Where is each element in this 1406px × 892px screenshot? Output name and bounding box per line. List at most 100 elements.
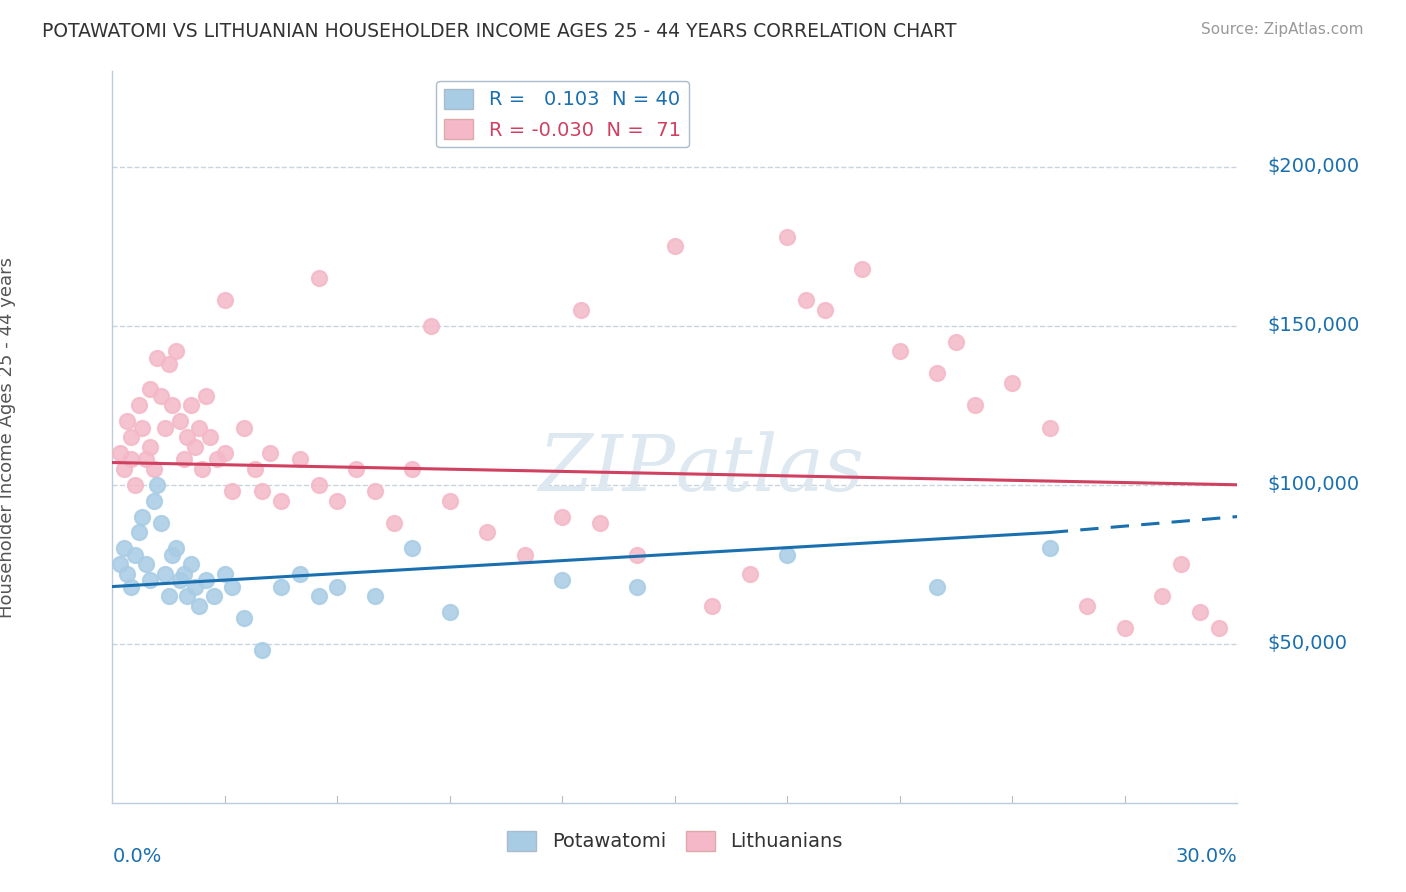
Point — [153, 420, 176, 434]
Point — [120, 452, 142, 467]
Point — [187, 420, 209, 434]
Point — [157, 589, 180, 603]
Point — [626, 548, 648, 562]
Point — [117, 414, 139, 428]
Point — [401, 462, 423, 476]
Point — [108, 446, 131, 460]
Point — [851, 261, 873, 276]
Point — [232, 611, 254, 625]
Point — [157, 357, 180, 371]
Point — [150, 516, 173, 530]
Point — [551, 573, 574, 587]
Point — [176, 589, 198, 603]
Point — [173, 566, 195, 581]
Text: atlas: atlas — [675, 431, 863, 507]
Point — [776, 229, 799, 244]
Text: Householder Income Ages 25 - 44 years: Householder Income Ages 25 - 44 years — [0, 257, 17, 617]
Point — [1208, 621, 1230, 635]
Point — [626, 580, 648, 594]
Text: $200,000: $200,000 — [1267, 157, 1360, 177]
Point — [1170, 558, 1192, 572]
Point — [794, 293, 817, 308]
Point — [1114, 621, 1136, 635]
Point — [131, 509, 153, 524]
Point — [344, 462, 367, 476]
Point — [187, 599, 209, 613]
Point — [124, 477, 146, 491]
Point — [1188, 605, 1211, 619]
Point — [207, 452, 229, 467]
Point — [221, 484, 243, 499]
Point — [142, 493, 165, 508]
Point — [259, 446, 281, 460]
Point — [252, 484, 274, 499]
Point — [288, 566, 311, 581]
Point — [513, 548, 536, 562]
Point — [232, 420, 254, 434]
Point — [180, 558, 202, 572]
Point — [112, 462, 135, 476]
Point — [243, 462, 266, 476]
Point — [288, 452, 311, 467]
Point — [184, 440, 207, 454]
Text: $100,000: $100,000 — [1267, 475, 1360, 494]
Point — [214, 446, 236, 460]
Point — [162, 398, 184, 412]
Point — [1039, 420, 1062, 434]
Point — [135, 558, 157, 572]
Text: 30.0%: 30.0% — [1175, 847, 1237, 866]
Point — [128, 398, 150, 412]
Point — [108, 558, 131, 572]
Point — [221, 580, 243, 594]
Point — [128, 525, 150, 540]
Point — [146, 351, 169, 365]
Point — [214, 293, 236, 308]
Point — [120, 430, 142, 444]
Point — [589, 516, 612, 530]
Point — [326, 580, 349, 594]
Text: POTAWATOMI VS LITHUANIAN HOUSEHOLDER INCOME AGES 25 - 44 YEARS CORRELATION CHART: POTAWATOMI VS LITHUANIAN HOUSEHOLDER INC… — [42, 22, 956, 41]
Point — [814, 302, 837, 317]
Point — [664, 239, 686, 253]
Point — [195, 389, 218, 403]
Point — [1039, 541, 1062, 556]
Point — [202, 589, 225, 603]
Text: $150,000: $150,000 — [1267, 317, 1360, 335]
Point — [214, 566, 236, 581]
Point — [308, 589, 330, 603]
Point — [401, 541, 423, 556]
Point — [439, 605, 461, 619]
Text: ZIP: ZIP — [537, 431, 675, 507]
Point — [738, 566, 761, 581]
Point — [927, 367, 949, 381]
Point — [382, 516, 405, 530]
Point — [420, 318, 443, 333]
Point — [195, 573, 218, 587]
Point — [180, 398, 202, 412]
Point — [169, 414, 191, 428]
Point — [191, 462, 214, 476]
Point — [198, 430, 221, 444]
Point — [165, 541, 187, 556]
Point — [270, 493, 292, 508]
Point — [150, 389, 173, 403]
Point — [120, 580, 142, 594]
Point — [169, 573, 191, 587]
Point — [252, 643, 274, 657]
Point — [326, 493, 349, 508]
Point — [112, 541, 135, 556]
Point — [135, 452, 157, 467]
Point — [1076, 599, 1098, 613]
Point — [176, 430, 198, 444]
Point — [477, 525, 499, 540]
Point — [945, 334, 967, 349]
Point — [889, 344, 911, 359]
Point — [927, 580, 949, 594]
Point — [308, 271, 330, 285]
Point — [439, 493, 461, 508]
Point — [364, 589, 387, 603]
Legend: Potawatomi, Lithuanians: Potawatomi, Lithuanians — [499, 822, 851, 859]
Text: 0.0%: 0.0% — [112, 847, 162, 866]
Point — [142, 462, 165, 476]
Point — [139, 440, 162, 454]
